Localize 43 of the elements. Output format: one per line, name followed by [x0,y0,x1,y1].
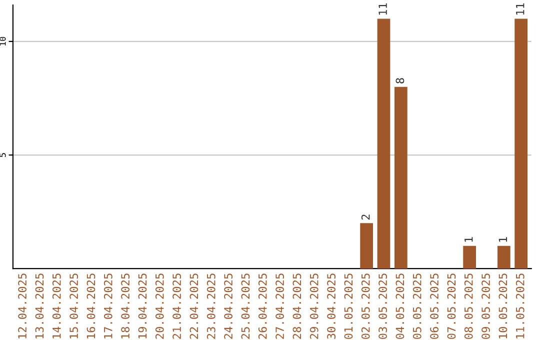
x-tick-label: 03.05.2025 [378,274,387,339]
x-tick-label: 01.05.2025 [344,274,353,339]
x-tick-label: 13.04.2025 [35,274,44,338]
x-tick-label: 24.04.2025 [224,274,232,339]
x-tick-label: 21.04.2025 [172,274,182,339]
data-label: 1 [498,237,507,242]
x-tick-label: 09.05.2025 [482,274,490,339]
x-tick-label: 05.05.2025 [412,274,422,339]
bar [360,223,374,269]
bar [463,246,476,269]
data-label: 11 [378,3,387,15]
data-label: 8 [396,78,404,84]
data-label: 2 [361,214,370,220]
x-tick-label: 25.04.2025 [241,274,250,339]
data-label: 11 [516,3,524,15]
x-tick-label: 23.04.2025 [206,274,216,339]
x-tick-label: 12.04.2025 [18,274,27,338]
x-tick-label: 07.05.2025 [447,274,456,339]
data-label: 1 [464,237,473,242]
x-tick-label: 20.04.2025 [155,274,164,339]
x-tick-label: 29.04.2025 [310,274,318,339]
x-tick-label: 14.04.2025 [52,274,61,338]
x-tick-label: 10.05.2025 [498,274,508,338]
x-tick-label: 15.04.2025 [70,274,78,338]
y-tick-label: 5 [0,153,6,157]
x-tick-label: 18.04.2025 [121,274,130,338]
bar [394,86,408,269]
x-tick-label: 02.05.2025 [361,274,370,339]
x-tick-label: 19.04.2025 [138,274,147,338]
x-tick-label: 30.04.2025 [327,274,336,339]
bar [377,18,390,269]
x-tick-label: 22.04.2025 [190,274,198,339]
x-tick-label: 16.04.2025 [86,274,96,338]
x-tick-label: 08.05.2025 [464,274,473,339]
x-tick-label: 27.04.2025 [276,274,284,339]
x-tick-label: 17.04.2025 [104,274,112,338]
x-tick-label: 26.04.2025 [258,274,267,339]
x-tick-label: 28.04.2025 [292,274,302,339]
x-tick-label: 04.05.2025 [396,274,404,339]
x-tick-label: 06.05.2025 [430,274,438,339]
x-tick-label: 11.05.2025 [516,274,524,338]
bar [514,18,528,269]
bar [497,246,510,269]
